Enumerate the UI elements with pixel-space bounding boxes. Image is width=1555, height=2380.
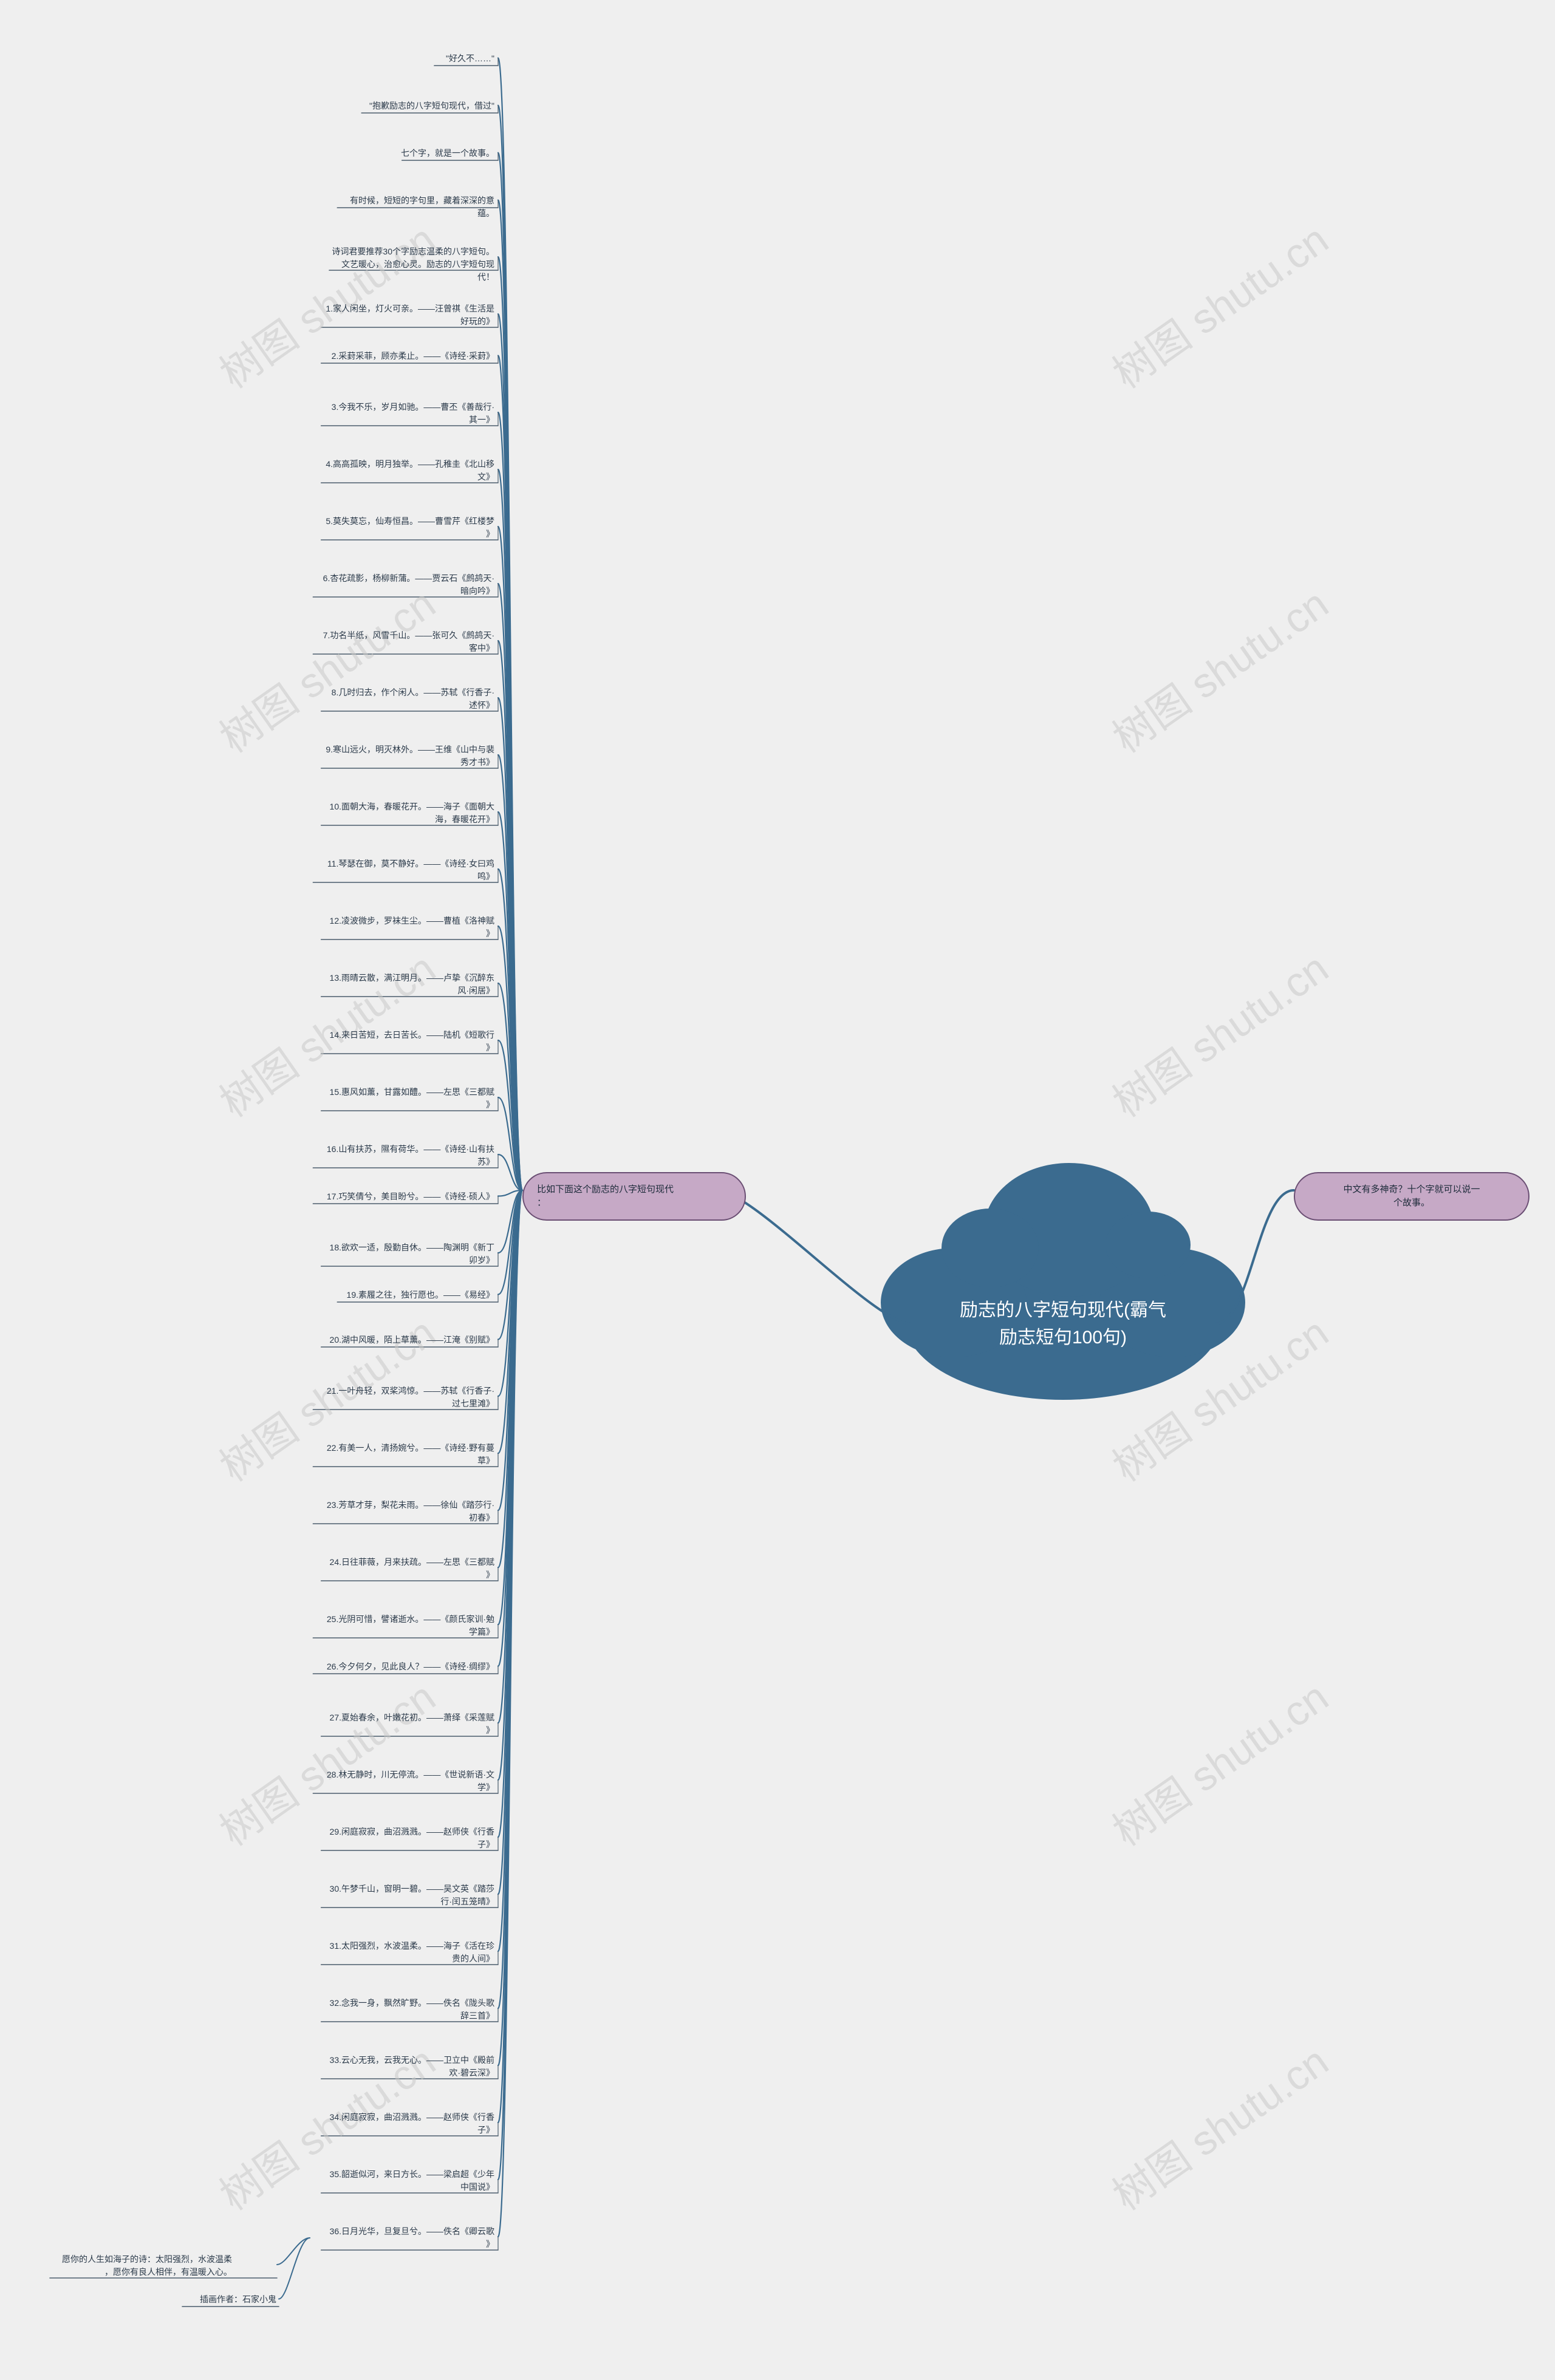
leaf-item[interactable]: 25.光阴可惜，譬诸逝水。——《颜氏家训·勉学篇》 <box>312 1613 494 1638</box>
right-branch[interactable]: 中文有多神奇？十个字就可以说一个故事。 <box>1294 1172 1529 1221</box>
watermark: 树图 shutu.cn <box>1099 571 1338 764</box>
leaf-item[interactable]: 21.一叶舟轻，双桨鸿惊。——苏轼《行香子·过七里滩》 <box>312 1385 494 1410</box>
leaf-item[interactable]: 23.芳草才芽，梨花未雨。——徐仙《踏莎行·初春》 <box>312 1499 494 1524</box>
watermark: 树图 shutu.cn <box>1099 2029 1338 2221</box>
tail-item[interactable]: 插画作者：石家小鬼 <box>182 2293 276 2306</box>
central-topic[interactable]: 励志的八字短句现代(霸气励志短句100句) <box>905 1254 1221 1394</box>
leaf-item[interactable]: 20.湖中风暖，陌上草薰。——江淹《别赋》 <box>318 1334 494 1346</box>
leaf-item[interactable]: 36.日月光华，旦复旦兮。——佚名《卿云歌》 <box>318 2225 494 2251</box>
leaf-item[interactable]: 5.莫失莫忘，仙寿恒昌。——曹雪芹《红楼梦》 <box>318 515 494 540</box>
leaf-item[interactable]: "好久不……" <box>431 52 494 65</box>
leaf-item[interactable]: 6.杏花疏影，杨柳新蒲。——贾云石《鹧鸪天·暗向吟》 <box>312 572 494 598</box>
leaf-item[interactable]: 11.琴瑟在御，莫不静好。——《诗经·女曰鸡鸣》 <box>312 858 494 883</box>
leaf-item[interactable]: 30.午梦千山，窗明一碧。——吴文英《踏莎行·闰五笼晴》 <box>318 1883 494 1908</box>
leaf-item[interactable]: 22.有美一人，清扬婉兮。——《诗经·野有蔓草》 <box>312 1442 494 1467</box>
watermark: 树图 shutu.cn <box>1099 1665 1338 1857</box>
leaf-item[interactable]: 9.寒山远火，明灭林外。——王维《山中与裴秀才书》 <box>318 743 494 769</box>
leaf-item[interactable]: 29.闲庭寂寂，曲沼溅溅。——赵师侠《行香子》 <box>318 1826 494 1851</box>
leaf-item[interactable]: 15.惠风如薰，甘露如醴。——左思《三都赋》 <box>318 1086 494 1111</box>
leaf-item[interactable]: 14.来日苦短，去日苦长。——陆机《短歌行》 <box>318 1029 494 1054</box>
leaf-item[interactable]: 27.夏始春余，叶嫩花初。——萧绎《采莲赋》 <box>318 1711 494 1737</box>
leaf-item[interactable]: 七个字，就是一个故事。 <box>398 147 494 160</box>
leaf-item[interactable]: 35.韶逝似河，来日方长。——梁启超《少年中国说》 <box>318 2168 494 2194</box>
leaf-item[interactable]: 13.雨晴云散，满江明月。——卢挚《沉醉东风·闲居》 <box>318 972 494 997</box>
leaf-item[interactable]: 2.采葑采菲，顾亦柔止。——《诗经·采葑》 <box>318 350 494 363</box>
leaf-item[interactable]: 18.欲欢一适，殷勤自休。——陶渊明《新丁卯岁》 <box>318 1241 494 1267</box>
leaf-item[interactable]: 16.山有扶苏，隰有荷华。——《诗经·山有扶苏》 <box>312 1143 494 1168</box>
central-topic-line2: 励志短句100句) <box>999 1324 1127 1351</box>
leaf-item[interactable]: 33.云心无我，云我无心。——卫立中《殿前欢·碧云深》 <box>318 2054 494 2079</box>
leaf-item[interactable]: "抱歉励志的八字短句现代，借过" <box>358 100 494 112</box>
leaf-item[interactable]: 12.凌波微步，罗袜生尘。——曹植《洛神赋》 <box>318 915 494 940</box>
tail-item[interactable]: 愿你的人生如海子的诗：太阳强烈，水波温柔，愿你有良人相伴，有温暖入心。 <box>50 2253 232 2279</box>
leaf-item[interactable]: 4.高高孤映，明月独举。——孔稚圭《北山移文》 <box>318 458 494 483</box>
leaf-item[interactable]: 24.日往菲薇，月来扶疏。——左思《三都赋》 <box>318 1556 494 1581</box>
leaf-item[interactable]: 32.念我一身，飘然旷野。——佚名《陇头歌辞三首》 <box>318 1997 494 2022</box>
leaf-item[interactable]: 28.林无静时，川无停流。——《世说新语·文学》 <box>312 1768 494 1794</box>
leaf-item[interactable]: 26.今夕何夕，见此良人？——《诗经·绸缪》 <box>312 1660 494 1673</box>
central-topic-line1: 励志的八字短句现代(霸气 <box>960 1297 1166 1324</box>
leaf-item[interactable]: 17.巧笑倩兮，美目盼兮。——《诗经·硕人》 <box>312 1190 494 1203</box>
leaf-item[interactable]: 19.素履之往，独行愿也。——《易经》 <box>333 1289 494 1301</box>
leaf-item[interactable]: 7.功名半纸，风雪千山。——张可久《鹧鸪天·客中》 <box>312 629 494 655</box>
leaf-item[interactable]: 10.面朝大海，春暖花开。——海子《面朝大海，春暖花开》 <box>318 800 494 826</box>
watermark: 树图 shutu.cn <box>206 571 445 764</box>
leaf-item[interactable]: 有时候，短短的字句里，藏着深深的意蕴。 <box>333 194 494 220</box>
leaf-item[interactable]: 34.闲庭寂寂，曲沼溅溅。——赵师侠《行香子》 <box>318 2111 494 2136</box>
watermark: 树图 shutu.cn <box>1099 207 1338 400</box>
leaf-item[interactable]: 诗词君要推荐30个字励志温柔的八字短句。文艺暖心，治愈心灵。励志的八字短句现代！ <box>326 245 494 284</box>
leaf-item[interactable]: 3.今我不乐，岁月如驰。——曹丕《善哉行·其一》 <box>318 401 494 426</box>
watermark: 树图 shutu.cn <box>1099 936 1338 1128</box>
leaf-item[interactable]: 8.几时归去，作个闲人。——苏轼《行香子·述怀》 <box>318 686 494 712</box>
left-branch[interactable]: 比如下面这个励志的八字短句现代： <box>522 1172 746 1221</box>
leaf-item[interactable]: 1.家人闲坐，灯火可亲。——汪曾祺《生活是好玩的》 <box>318 302 494 328</box>
leaf-item[interactable]: 31.太阳强烈，水波温柔。——海子《活在珍贵的人间》 <box>318 1940 494 1965</box>
html-node-layer: 树图 shutu.cn 树图 shutu.cn 树图 shutu.cn 树图 shut… <box>0 0 1555 2380</box>
mindmap-canvas: 树图 shutu.cn 树图 shutu.cn 树图 shutu.cn 树图 shut… <box>0 0 1555 2380</box>
